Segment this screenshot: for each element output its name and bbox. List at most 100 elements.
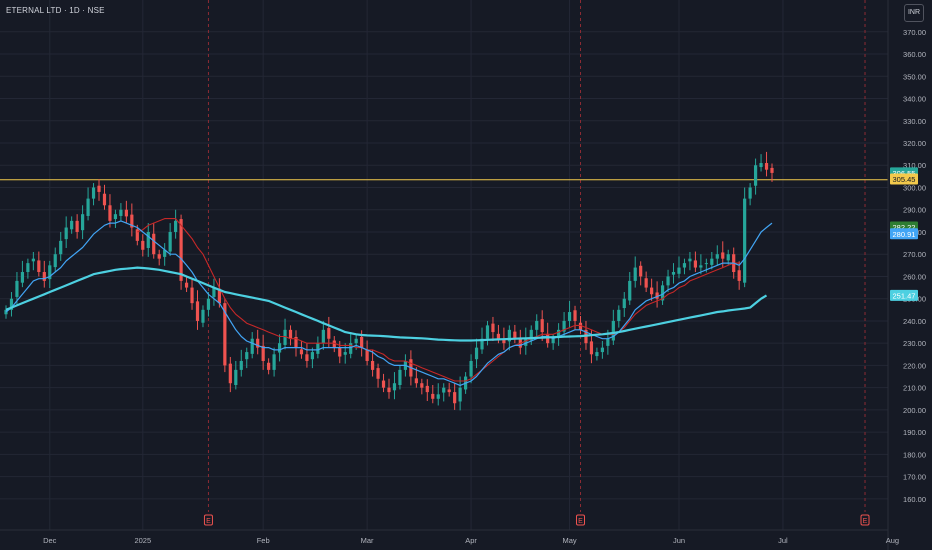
currency-button[interactable]: INR [904, 4, 924, 22]
earnings-label: E [206, 518, 211, 525]
x-tick-label: Feb [257, 536, 270, 545]
price-label-tag [890, 173, 918, 185]
candle-body [174, 220, 178, 232]
candle-body [157, 254, 161, 259]
candle-body [633, 267, 637, 281]
candle-body [184, 282, 189, 288]
x-tick-label: May [562, 536, 576, 545]
candle-body [261, 345, 265, 361]
candle-body [217, 289, 221, 304]
candle-body [436, 394, 440, 399]
y-tick-label: 320.00 [903, 139, 926, 148]
candle-body [447, 389, 451, 393]
candle-body [759, 163, 763, 168]
candle-body [589, 341, 594, 355]
candle-body [573, 310, 577, 321]
candle-body [26, 263, 30, 273]
candle-body [294, 336, 298, 348]
y-tick-label: 170.00 [903, 473, 926, 482]
candle-body [420, 383, 424, 388]
candle-body [141, 240, 145, 250]
candle-body [119, 209, 123, 216]
y-tick-label: 190.00 [903, 428, 926, 437]
candle-body [310, 352, 314, 360]
candle-body [387, 387, 391, 393]
candle-body [42, 272, 46, 281]
y-tick-label: 210.00 [903, 384, 926, 393]
y-tick-label: 310.00 [903, 161, 926, 170]
candle-body [256, 338, 260, 348]
ema-fast-line [5, 220, 773, 386]
candle-body [551, 338, 555, 344]
candle-body [239, 360, 243, 370]
candle-body [480, 338, 484, 350]
candle-body [474, 347, 479, 360]
candle-body [299, 349, 304, 355]
candle-body [666, 276, 670, 286]
candle-body [31, 258, 35, 262]
candle-body [748, 187, 752, 199]
candle-body [502, 338, 506, 344]
candle-body [102, 193, 107, 206]
candle-body [469, 360, 473, 377]
candle-body [135, 229, 139, 241]
candle-body [223, 303, 227, 366]
candle-body [546, 333, 550, 344]
candle-body [48, 265, 52, 280]
candle-body [677, 267, 681, 274]
candle-body [343, 352, 347, 355]
candle-body [376, 368, 380, 379]
candle-body [737, 270, 741, 281]
y-tick-label: 240.00 [903, 317, 926, 326]
candle-body [535, 320, 539, 330]
y-tick-label: 200.00 [903, 406, 926, 415]
earnings-label: E [578, 518, 583, 525]
candle-body [316, 343, 320, 354]
earnings-label: E [863, 518, 868, 525]
candle-body [4, 309, 8, 315]
x-tick-label: Dec [43, 536, 57, 545]
y-tick-label: 220.00 [903, 361, 926, 370]
x-tick-label: Mar [361, 536, 374, 545]
candle-body [529, 329, 533, 341]
candle-body [9, 298, 14, 310]
candle-body [283, 329, 287, 345]
candle-body [15, 280, 19, 297]
candle-body [37, 260, 41, 273]
candle-body [130, 214, 134, 228]
price-label-tag [890, 228, 918, 240]
candle-body [349, 343, 353, 354]
price-label-text: 280.91 [893, 230, 916, 239]
candle-body [644, 278, 648, 288]
candle-body [753, 165, 758, 186]
candle-body [513, 331, 517, 339]
candle-body [75, 220, 79, 232]
y-tick-label: 290.00 [903, 206, 926, 215]
candle-body [305, 354, 309, 361]
candle-body [70, 220, 74, 230]
candle-body [195, 301, 200, 321]
candle-body [152, 233, 156, 255]
candle-body [338, 347, 342, 357]
candle-body [496, 333, 501, 339]
candle-body [557, 329, 561, 337]
y-tick-label: 370.00 [903, 28, 926, 37]
x-tick-label: Jun [673, 536, 685, 545]
candle-body [578, 322, 583, 330]
candle-body [507, 329, 511, 342]
candle-body [524, 338, 528, 346]
symbol-title: ETERNAL LTD · 1D · NSE [6, 6, 105, 15]
candle-body [381, 380, 386, 388]
candle-body [770, 167, 774, 173]
price-axis [888, 0, 932, 550]
candle-body [272, 354, 276, 370]
candle-body [715, 254, 719, 259]
candle-body [611, 320, 615, 341]
candle-body [267, 362, 271, 370]
candle-body [97, 185, 101, 192]
candle-body [639, 265, 643, 277]
earnings-marker [860, 514, 870, 526]
candle-body [163, 249, 167, 257]
y-tick-label: 230.00 [903, 339, 926, 348]
